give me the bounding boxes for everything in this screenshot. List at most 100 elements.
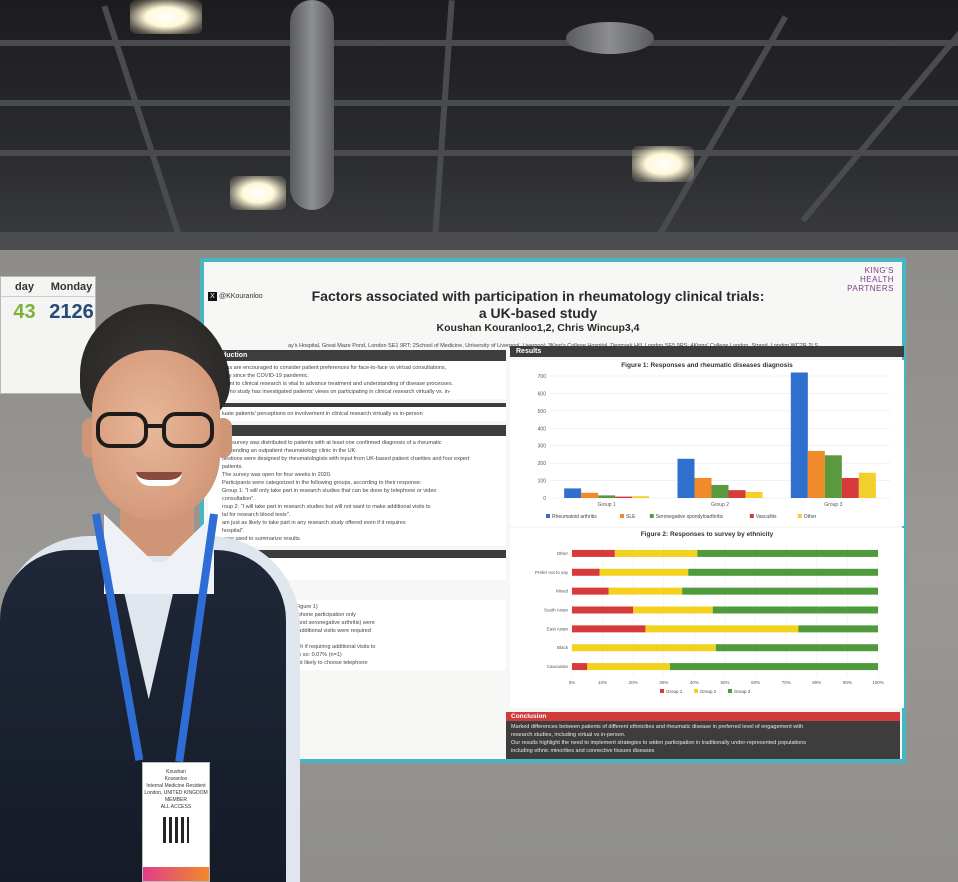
sign-day-label: Monday [48,277,95,297]
bar-segment-2 [587,663,670,671]
legend-swatch [694,689,698,693]
bar-1 [564,488,582,498]
bar-segment-1 [572,568,600,576]
y-tick-label: Mixed [556,589,569,594]
x-tick-label: 0% [569,680,576,685]
smile [136,472,182,486]
ceiling [0,0,958,250]
bar-segment-2 [599,568,689,576]
bar-segment-2 [614,549,698,557]
y-tick-label: Prefer not to say [535,570,569,575]
glasses-icon [96,412,216,452]
bar-4 [841,477,859,498]
bar-segment-2 [645,625,799,633]
bar-5 [632,496,650,498]
ceiling-beam [657,15,789,235]
bar-3 [711,484,729,498]
y-tick-label: 0 [543,496,546,502]
qr-code-icon [163,817,189,843]
figure-2-title: Figure 2: Responses to survey by ethnici… [640,531,774,538]
bar-segment-1 [572,663,588,671]
x-tick-label: 80% [812,680,821,685]
legend-swatch [797,514,802,518]
x-tick-label: Group 2 [711,502,729,508]
ceiling-duct [290,0,334,210]
bar-segment-3 [688,568,878,576]
figure-1-panel: Figure 1: Responses and rheumatic diseas… [510,360,904,526]
poster-title: Factors associated with participation in… [311,288,765,321]
ceiling-light [130,0,202,34]
y-tick-label: 100 [538,479,547,485]
x-tick-label: 20% [629,680,638,685]
x-logo-icon: X [208,292,217,301]
x-tick-label: 100% [872,680,884,685]
twitter-handle: X @KKouranloo [208,292,263,301]
bar-3 [598,495,616,498]
legend-swatch [546,514,550,518]
bar-segment-2 [608,587,683,595]
bar-segment-3 [712,606,878,614]
bar-segment-1 [572,606,634,614]
ceiling-beam [431,0,455,250]
bar-segment-2 [633,606,713,614]
bar-5 [858,472,876,498]
y-tick-label: 700 [538,374,547,380]
sign-number: 2126 [49,301,94,323]
bar-segment-3 [715,644,878,652]
bar-2 [694,477,712,498]
neighbor-poster-calendar: day Monday 43 2126 [0,276,96,394]
figure-1-chart: 0 100 200 300 400 500 600 700 Group 1 Group 2 Grou… [538,372,890,520]
poster-title-block: Factors associated with participation in… [208,286,898,349]
ceiling-beam [800,27,958,223]
figure-1-title: Figure 1: Responses and rheumatic diseas… [621,362,793,369]
aims-divider [208,403,506,407]
badge-color-strip [143,867,209,881]
ceiling-light [230,176,286,210]
bar-segment-1 [572,587,609,595]
bar-1 [677,458,695,498]
bar-5 [745,491,763,498]
x-tick-label: 40% [690,680,699,685]
bar-segment-1 [572,625,646,633]
ceiling-vent [566,22,654,54]
x-tick-label: Group 3 [824,502,842,508]
kings-health-partners-logo: KING'S HEALTH PARTNERS [847,266,894,293]
legend-entry: Group 1 [666,689,683,694]
y-tick-label: 400 [538,426,547,432]
ceiling-truss [0,40,958,46]
x-tick-label: Group 1 [598,502,616,508]
sample-divider [208,550,506,558]
aims-text: luate patients' perceptions on involveme… [208,407,506,421]
bar-segment-3 [697,549,878,557]
poster-right-column: Results Figure 1: Responses and rheumati… [510,346,904,751]
research-poster: X @KKouranloo KING'S HEALTH PARTNERS Fact… [200,258,906,763]
legend-entry: Group 3 [734,689,751,694]
y-tick-label: 600 [538,391,547,397]
figure-2-chart: 0% 10% 20% 30% 40% 50% 60% 70% 80% 90% 100% Other Pr… [535,544,884,694]
legend-entry: Seronegative spondyloarthritis [656,514,724,520]
bar-3 [824,455,842,498]
bar-segment-3 [798,625,878,633]
legend-swatch [620,514,624,518]
figure-2-panel: Figure 2: Responses to survey by ethnici… [510,528,904,708]
x-tick-label: 70% [782,680,791,685]
y-tick-label: 200 [538,461,547,467]
x-tick-label: 90% [843,680,852,685]
ceiling-truss [0,150,958,156]
legend-entry: Other [804,514,817,520]
introduction-heading: duction [208,350,506,361]
wall-top-edge [0,232,958,250]
conclusion-text: Marked differences between patients of d… [506,721,900,759]
y-tick-label: Other [557,551,569,556]
sign-number: 43 [13,301,36,323]
y-tick-label: Black [557,645,569,650]
bar-segment-3 [669,663,878,671]
y-tick-label: Caucasian [547,664,569,669]
legend-entry: Group 2 [700,689,717,694]
legend-swatch [660,689,664,693]
bar-4 [615,496,633,498]
legend-entry: Vasculitis [756,514,777,520]
bar-segment-1 [572,549,615,557]
y-tick-label: South Asian [544,608,569,613]
conference-badge: Koushan Kouranloo Internal Medicine Resi… [142,762,210,882]
